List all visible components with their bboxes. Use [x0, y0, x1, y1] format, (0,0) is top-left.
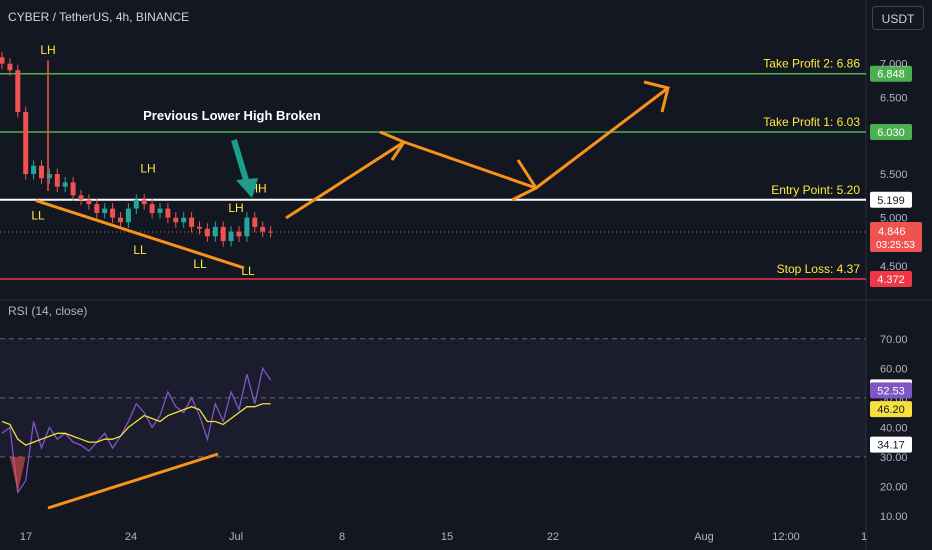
arrowhead-pullback — [511, 159, 539, 202]
candle-body-18 — [141, 199, 147, 205]
candle-body-25 — [197, 226, 202, 229]
candle-body-34 — [268, 231, 274, 233]
rsi-series-0 — [1, 366, 272, 495]
last-price-value: 4.846 — [878, 226, 906, 238]
candle-body-0 — [0, 57, 5, 64]
swing-label-1: LL — [31, 208, 45, 222]
candle-body-26 — [204, 228, 210, 237]
chart-title: CYBER / TetherUS, 4h, BINANCE — [8, 10, 190, 24]
candle-body-27 — [212, 226, 218, 237]
level-axis-bg-0 — [870, 65, 912, 82]
candle-body-30 — [236, 231, 242, 237]
level-label-2: Entry Point: 5.20 — [771, 183, 860, 197]
rsi-title: RSI (14, close) — [8, 304, 88, 318]
candle-body-14 — [110, 208, 116, 218]
price-trendline — [35, 199, 245, 270]
x-tick-8: 1 — [861, 531, 867, 543]
rsi-series-1 — [1, 403, 271, 446]
candle-body-5 — [39, 165, 44, 179]
candle-body-33 — [260, 226, 266, 232]
candle-body-4 — [31, 165, 37, 175]
rsi-tick-1: 60.00 — [880, 363, 908, 375]
level-axis-label-2: 5.199 — [877, 195, 905, 207]
price-tick-2: 5.500 — [880, 169, 908, 181]
price-tick-1: 6.500 — [880, 93, 908, 105]
x-tick-0: 17 — [20, 531, 32, 543]
level-axis-bg-3 — [870, 271, 912, 288]
teal-arrow-shaft — [231, 139, 249, 181]
price-tick-4: 4.500 — [880, 261, 908, 273]
rsi-tick-5: 20.00 — [880, 481, 908, 493]
arrowhead-tp1 — [379, 130, 407, 161]
candle-body-29 — [228, 231, 234, 242]
rsi-tick-4: 30.00 — [880, 452, 908, 464]
level-axis-label-3: 4.372 — [877, 274, 905, 286]
x-tick-2: Jul — [229, 531, 243, 543]
candle-body-15 — [118, 217, 123, 223]
rsi-oversold-fill — [9, 456, 26, 493]
x-tick-1: 24 — [125, 531, 137, 543]
countdown-timer: 03:25:53 — [876, 240, 915, 251]
candle-body-11 — [86, 199, 92, 205]
projection-path — [285, 86, 669, 220]
candle-body-7 — [54, 174, 60, 187]
rsi-axis-bg-1 — [870, 382, 912, 399]
candle-body-8 — [62, 182, 68, 187]
level-axis-bg-1 — [870, 123, 912, 140]
arrowhead-tp2 — [643, 80, 670, 113]
last-price-bg — [870, 221, 922, 252]
level-label-3: Stop Loss: 4.37 — [777, 262, 861, 276]
headline-text: Previous Lower High Broken — [143, 108, 321, 123]
candle-body-10 — [78, 195, 84, 200]
candle-body-1 — [7, 63, 13, 71]
candle-body-16 — [125, 208, 131, 223]
level-label-0: Take Profit 2: 6.86 — [763, 57, 860, 71]
swing-label-5: LH — [228, 201, 243, 215]
candle-body-17 — [133, 199, 139, 209]
candle-body-9 — [70, 182, 76, 196]
level-axis-bg-2 — [870, 191, 912, 208]
x-tick-6: Aug — [694, 531, 714, 543]
rsi-axis-bg-2 — [870, 401, 912, 418]
price-tick-0: 7.000 — [880, 59, 908, 71]
currency-button[interactable]: USDT — [872, 6, 924, 30]
candle-body-23 — [181, 217, 187, 223]
level-axis-label-1: 6.030 — [877, 127, 905, 139]
rsi-trendline — [47, 452, 219, 510]
candle-body-28 — [220, 226, 226, 242]
price-tick-3: 5.000 — [880, 213, 908, 225]
candle-body-21 — [165, 208, 171, 218]
candle-body-31 — [244, 217, 250, 237]
x-tick-3: 8 — [339, 531, 345, 543]
rsi-tick-3: 40.00 — [880, 422, 908, 434]
candle-body-2 — [15, 70, 21, 112]
teal-arrow-head — [236, 178, 258, 198]
candle-body-6 — [46, 174, 52, 179]
rsi-axis-label-2: 46.20 — [877, 404, 905, 416]
candle-body-24 — [189, 217, 195, 227]
candle-body-13 — [102, 208, 108, 214]
swing-label-7: LL — [241, 264, 255, 278]
level-label-1: Take Profit 1: 6.03 — [763, 115, 860, 129]
x-tick-5: 22 — [547, 531, 559, 543]
swing-label-2: LH — [140, 161, 155, 175]
candle-body-19 — [149, 204, 155, 214]
rsi-tick-0: 70.00 — [880, 334, 908, 346]
candle-body-20 — [157, 208, 163, 214]
candle-body-32 — [252, 217, 258, 227]
x-tick-7: 12:00 — [772, 531, 800, 543]
rsi-axis-bg-3 — [870, 436, 912, 453]
rsi-tick-6: 10.00 — [880, 511, 908, 523]
rsi-axis-label-1: 52.53 — [877, 385, 905, 397]
candle-body-12 — [94, 204, 100, 214]
swing-label-0: LH — [40, 43, 55, 57]
level-axis-label-0: 6.848 — [877, 69, 905, 81]
x-tick-4: 15 — [441, 531, 453, 543]
rsi-axis-label-3: 34.17 — [877, 440, 905, 452]
swing-label-4: LL — [193, 257, 207, 271]
swing-label-3: LL — [133, 243, 147, 257]
candle-body-3 — [23, 111, 29, 175]
candle-body-22 — [173, 217, 179, 223]
